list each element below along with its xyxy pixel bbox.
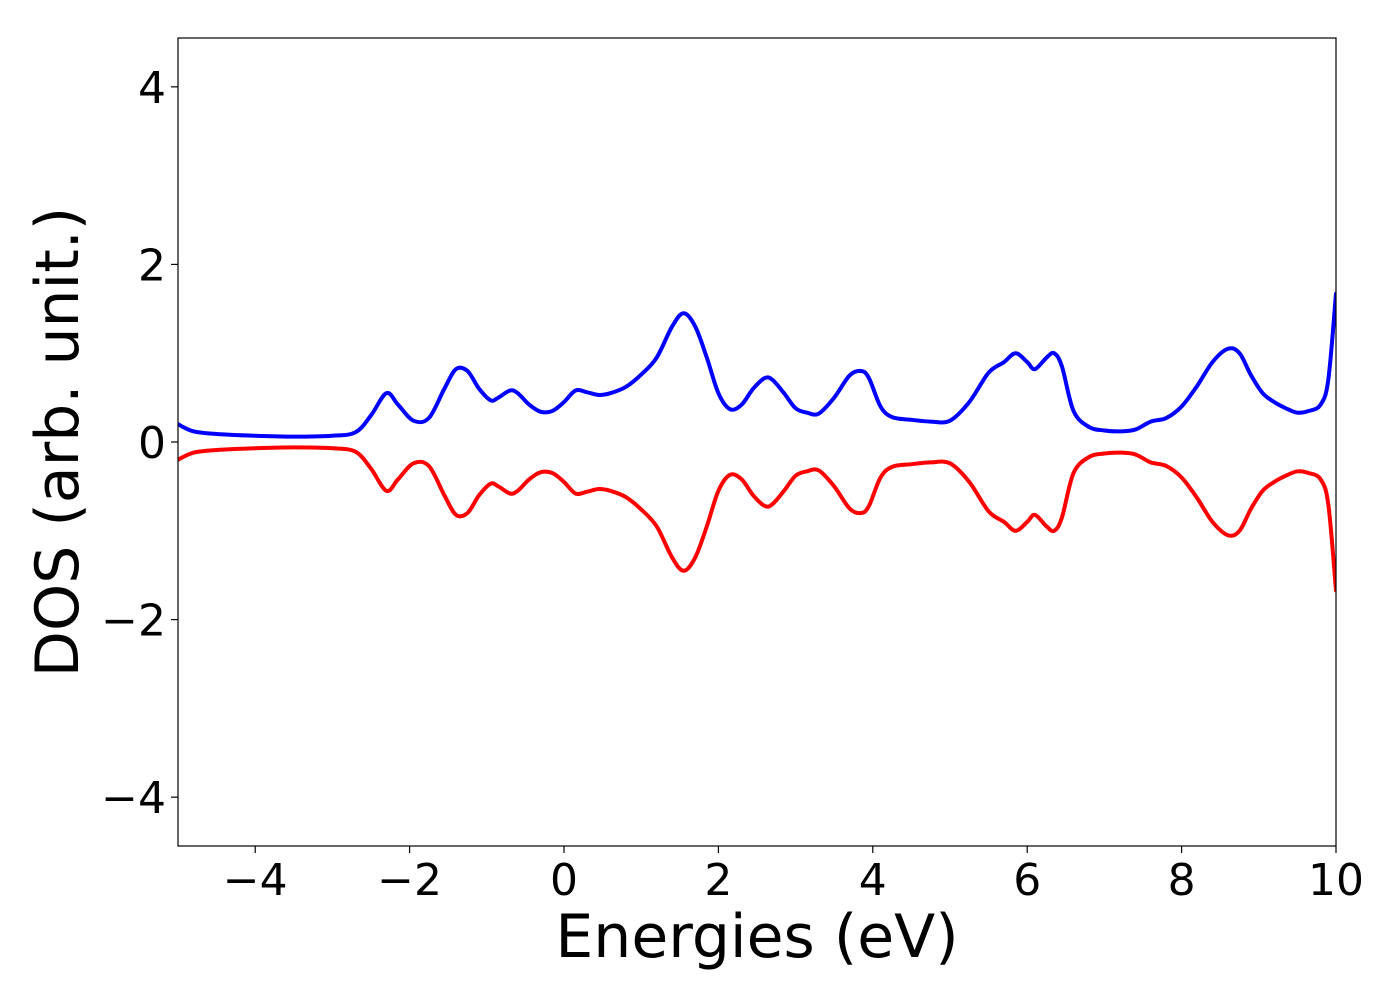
series-line-1 xyxy=(178,291,1336,439)
series-layer xyxy=(178,291,1336,593)
x-tick-label: −2 xyxy=(377,855,442,906)
plot-area-frame xyxy=(177,37,1337,847)
y-axis: −4 −2 0 2 4 xyxy=(101,63,178,824)
y-axis-label: DOS (arb. unit.) xyxy=(23,207,93,677)
x-tick-label: 0 xyxy=(550,855,578,906)
x-tick-label: 10 xyxy=(1308,855,1364,906)
x-tick-label: 8 xyxy=(1168,855,1196,906)
x-tick-label: −4 xyxy=(223,855,288,906)
x-axis: −4 −2 0 2 4 6 8 10 xyxy=(223,846,1364,906)
x-tick-label: 6 xyxy=(1013,855,1041,906)
y-tick-label: 2 xyxy=(138,240,166,291)
series-line-2 xyxy=(178,445,1336,593)
x-axis-label: Energies (eV) xyxy=(555,902,958,972)
y-tick-label: −4 xyxy=(101,773,166,824)
x-tick-label: 2 xyxy=(704,855,732,906)
y-tick-label: 4 xyxy=(138,63,166,114)
y-tick-label: −2 xyxy=(101,596,166,647)
y-tick-label: 0 xyxy=(138,418,166,469)
x-tick-label: 4 xyxy=(859,855,887,906)
